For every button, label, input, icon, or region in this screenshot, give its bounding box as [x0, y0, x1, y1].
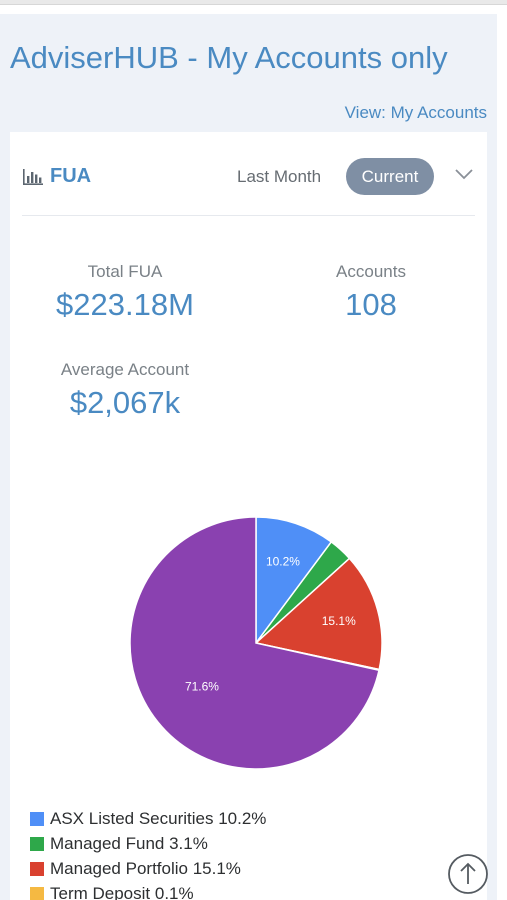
stat-average-account: Average Account $2,067k: [50, 360, 200, 421]
legend-label: ASX Listed Securities 10.2%: [50, 809, 267, 828]
pie-slice-0[interactable]: [255, 516, 333, 646]
legend-item[interactable]: Managed Fund 3.1%: [30, 831, 266, 856]
fua-card: FUA Last Month Current Total FUA $223.18…: [10, 132, 487, 900]
stat-value: $2,067k: [69, 385, 181, 420]
pie-slice-4[interactable]: [129, 516, 380, 770]
stat-label: Accounts: [336, 262, 406, 281]
legend-item[interactable]: Term Deposit 0.1%: [30, 881, 266, 900]
pie-chart-container: 10.2% 15.1% 71.6%: [129, 508, 383, 778]
stat-value: $223.18M: [56, 287, 194, 322]
stat-value: 108: [345, 287, 397, 322]
pie-data-label: 15.1%: [322, 614, 356, 628]
legend-swatch: [30, 812, 44, 826]
legend-swatch: [30, 887, 44, 900]
page-title: AdviserHUB - My Accounts only: [10, 40, 448, 75]
pie-data-label: 71.6%: [185, 679, 219, 693]
top-rule: [0, 0, 507, 5]
legend-item[interactable]: ASX Listed Securities 10.2%: [30, 806, 266, 831]
legend-label: Managed Portfolio 15.1%: [50, 859, 241, 878]
bar-chart-icon: [23, 169, 43, 185]
legend-swatch: [30, 837, 44, 851]
legend-label: Term Deposit 0.1%: [50, 884, 194, 900]
stat-total-fua: Total FUA $223.18M: [50, 262, 200, 323]
chart-legend: ASX Listed Securities 10.2% Managed Fund …: [30, 806, 266, 900]
stat-accounts: Accounts 108: [310, 262, 432, 323]
stat-label: Average Account: [60, 360, 190, 379]
view-my-accounts-link[interactable]: View: My Accounts: [344, 103, 487, 122]
legend-label: Managed Fund 3.1%: [50, 834, 208, 853]
header-divider: [22, 215, 475, 216]
legend-item[interactable]: Managed Portfolio 15.1%: [30, 856, 266, 881]
arrow-up-circle-icon[interactable]: [447, 853, 489, 895]
chevron-down-icon[interactable]: [454, 166, 474, 182]
pie-data-label: 10.2%: [266, 555, 300, 569]
pie-chart: 10.2% 15.1% 71.6%: [129, 516, 383, 770]
card-title: FUA: [50, 165, 92, 187]
tab-current[interactable]: Current: [346, 158, 434, 195]
tab-last-month[interactable]: Last Month: [237, 167, 322, 186]
legend-swatch: [30, 862, 44, 876]
fua-card-header: FUA Last Month Current: [10, 132, 487, 216]
pie-slice-2[interactable]: [254, 557, 383, 671]
stat-label: Total FUA: [87, 262, 163, 281]
